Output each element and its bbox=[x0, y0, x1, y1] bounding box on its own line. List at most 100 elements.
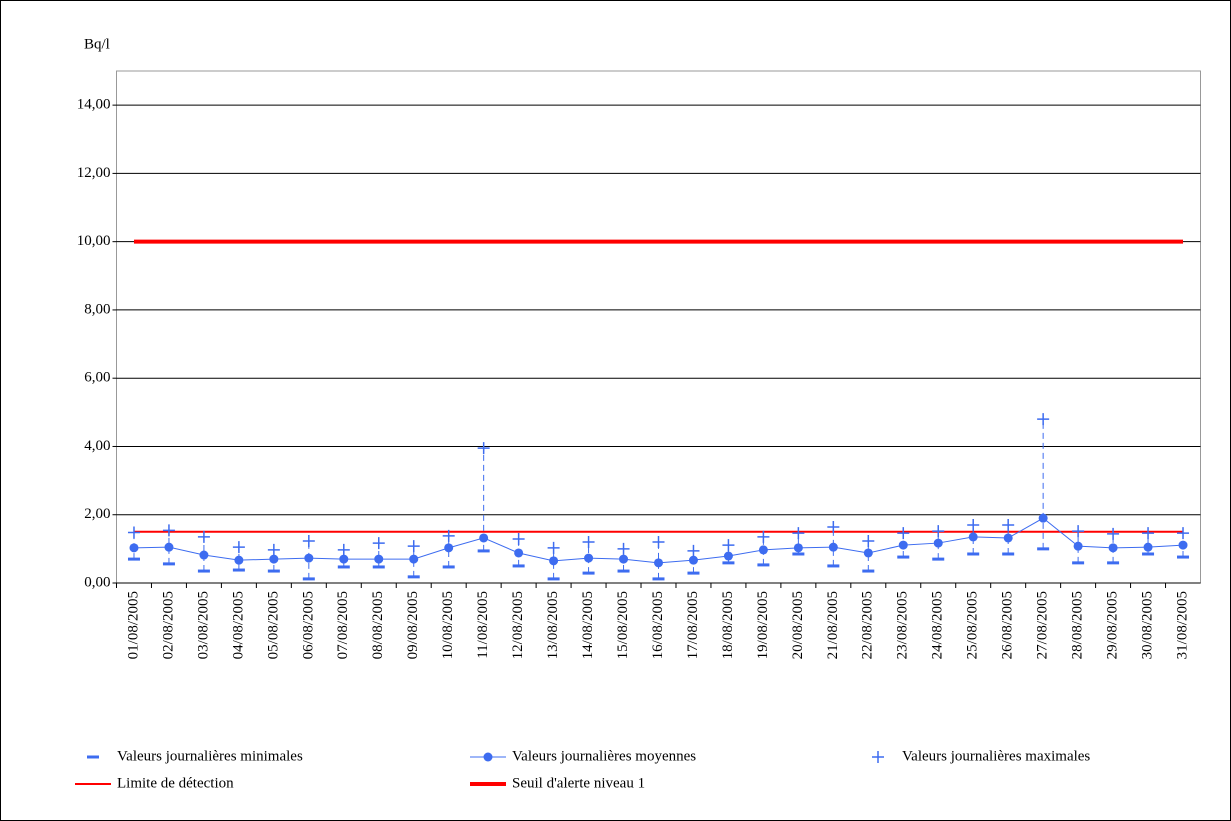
min-marker bbox=[1107, 561, 1120, 565]
mean-marker bbox=[619, 554, 629, 564]
mean-marker bbox=[1003, 533, 1013, 543]
min-marker bbox=[442, 565, 455, 569]
min-marker bbox=[302, 577, 315, 581]
x-tick-label: 11/08/2005 bbox=[475, 591, 491, 659]
mean-marker bbox=[199, 550, 209, 560]
y-tick-label: 8,00 bbox=[84, 301, 110, 317]
mean-marker bbox=[164, 542, 174, 552]
mean-marker bbox=[933, 538, 943, 548]
mean-marker bbox=[1108, 543, 1118, 553]
x-tick-label: 31/08/2005 bbox=[1174, 591, 1190, 659]
x-tick-label: 01/08/2005 bbox=[125, 591, 141, 659]
y-axis-label: Bq/l bbox=[84, 36, 110, 52]
y-tick-label: 12,00 bbox=[77, 165, 111, 181]
x-tick-label: 14/08/2005 bbox=[580, 591, 596, 659]
x-tick-label: 18/08/2005 bbox=[720, 591, 736, 659]
x-tick-label: 07/08/2005 bbox=[335, 591, 351, 659]
max-marker bbox=[512, 532, 525, 545]
min-marker bbox=[827, 564, 840, 568]
max-marker bbox=[267, 543, 280, 556]
x-tick-label: 05/08/2005 bbox=[265, 591, 281, 659]
x-tick-label: 12/08/2005 bbox=[510, 591, 526, 659]
min-marker bbox=[617, 569, 630, 573]
legend-marker bbox=[872, 751, 884, 763]
mean-marker bbox=[234, 555, 244, 565]
y-tick-label: 0,00 bbox=[84, 574, 110, 590]
max-marker bbox=[687, 544, 700, 557]
max-marker bbox=[547, 541, 560, 554]
x-tick-label: 06/08/2005 bbox=[300, 591, 316, 659]
y-tick-label: 2,00 bbox=[84, 506, 110, 522]
min-marker bbox=[722, 561, 735, 565]
min-marker bbox=[127, 557, 140, 561]
max-marker bbox=[792, 527, 805, 540]
y-tick-label: 14,00 bbox=[77, 97, 111, 113]
min-marker bbox=[512, 564, 525, 568]
legend-label: Seuil d'alerte niveau 1 bbox=[512, 775, 645, 791]
y-tick-label: 6,00 bbox=[84, 370, 110, 386]
legend-label: Valeurs journalières moyennes bbox=[512, 748, 696, 764]
mean-marker bbox=[968, 532, 978, 542]
x-tick-label: 15/08/2005 bbox=[615, 591, 631, 659]
min-marker bbox=[407, 575, 420, 579]
max-marker bbox=[407, 540, 420, 553]
max-marker bbox=[162, 524, 175, 537]
max-marker bbox=[897, 527, 910, 540]
x-tick-label: 29/08/2005 bbox=[1105, 591, 1121, 659]
mean-marker bbox=[549, 556, 559, 566]
legend-label: Valeurs journalières maximales bbox=[902, 748, 1090, 764]
min-marker bbox=[1002, 552, 1015, 556]
min-marker bbox=[652, 577, 665, 581]
max-marker bbox=[477, 442, 490, 455]
min-marker bbox=[337, 565, 350, 569]
x-tick-label: 22/08/2005 bbox=[860, 591, 876, 659]
x-tick-label: 26/08/2005 bbox=[1000, 591, 1016, 659]
mean-marker bbox=[758, 545, 768, 555]
x-tick-label: 17/08/2005 bbox=[685, 591, 701, 659]
max-marker bbox=[1037, 413, 1050, 426]
max-marker bbox=[1002, 518, 1015, 531]
max-marker bbox=[1142, 527, 1155, 540]
x-tick-label: 21/08/2005 bbox=[825, 591, 841, 659]
max-marker bbox=[757, 530, 770, 543]
min-marker bbox=[1037, 547, 1050, 551]
min-marker bbox=[267, 569, 280, 573]
x-tick-label: 25/08/2005 bbox=[965, 591, 981, 659]
max-marker bbox=[722, 539, 735, 552]
max-marker bbox=[862, 535, 875, 548]
min-marker bbox=[687, 571, 700, 575]
min-marker bbox=[162, 562, 175, 566]
y-tick-label: 10,00 bbox=[77, 233, 111, 249]
mean-marker bbox=[1143, 542, 1153, 552]
x-tick-label: 24/08/2005 bbox=[930, 591, 946, 659]
min-marker bbox=[1142, 552, 1155, 556]
legend-label: Limite de détection bbox=[117, 775, 234, 791]
max-marker bbox=[932, 525, 945, 538]
x-tick-label: 28/08/2005 bbox=[1070, 591, 1086, 659]
mean-marker bbox=[688, 555, 698, 565]
max-marker bbox=[582, 536, 595, 549]
mean-marker bbox=[269, 554, 279, 564]
min-marker bbox=[897, 555, 910, 559]
mean-marker bbox=[584, 553, 594, 563]
max-marker bbox=[1177, 527, 1190, 540]
min-marker bbox=[232, 568, 245, 572]
mean-marker bbox=[828, 542, 838, 552]
max-marker bbox=[652, 536, 665, 549]
x-tick-label: 27/08/2005 bbox=[1035, 591, 1051, 659]
min-marker bbox=[477, 549, 490, 553]
min-marker bbox=[932, 557, 945, 561]
max-marker bbox=[232, 541, 245, 554]
min-marker bbox=[582, 571, 595, 575]
min-marker bbox=[197, 569, 210, 573]
mean-marker bbox=[304, 553, 314, 563]
x-tick-label: 03/08/2005 bbox=[195, 591, 211, 659]
max-marker bbox=[1072, 525, 1085, 538]
min-marker bbox=[1072, 561, 1085, 565]
x-tick-label: 20/08/2005 bbox=[790, 591, 806, 659]
x-tick-label: 23/08/2005 bbox=[895, 591, 911, 659]
mean-marker bbox=[129, 543, 139, 553]
max-marker bbox=[442, 529, 455, 542]
legend-marker bbox=[87, 755, 99, 759]
